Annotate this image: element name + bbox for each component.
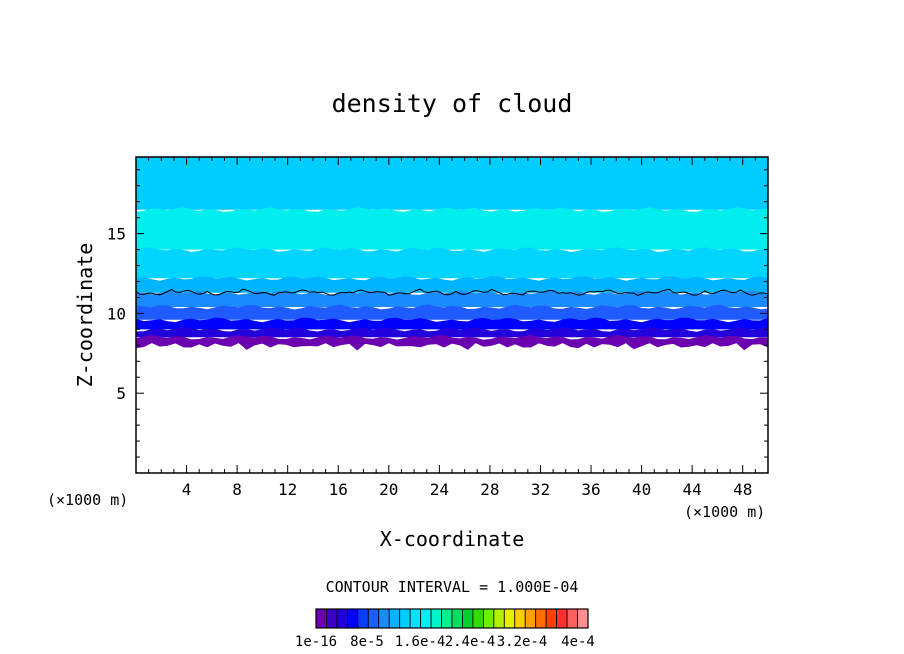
colorbar-swatch — [493, 608, 505, 629]
colorbar-swatch — [346, 608, 359, 629]
colorbar-swatch — [524, 608, 537, 629]
x-tick-label: 44 — [683, 480, 702, 499]
x-axis-label: X-coordinate — [380, 527, 525, 551]
x-tick-label: 4 — [182, 480, 192, 499]
chart-title: density of cloud — [332, 89, 573, 118]
colorbar-swatch — [336, 608, 348, 629]
y-tick-label: 5 — [116, 384, 126, 403]
colorbar-swatch — [378, 608, 390, 629]
colorbar-swatch — [545, 608, 558, 629]
x-tick-label: 8 — [232, 480, 242, 499]
band-8 — [136, 334, 768, 351]
colorbar-swatch — [409, 608, 422, 629]
x-unit-right: (×1000 m) — [684, 503, 765, 521]
band-4 — [136, 290, 768, 307]
colorbar-swatch — [472, 608, 484, 629]
colorbar-label: 1e-16 — [295, 634, 337, 650]
band-6 — [136, 317, 768, 330]
colorbar-swatch — [357, 608, 369, 629]
colorbar — [315, 608, 589, 629]
colorbar-swatch — [326, 608, 338, 629]
colorbar-swatch — [388, 608, 401, 629]
band-3 — [136, 276, 768, 293]
x-tick-label: 28 — [480, 480, 499, 499]
y-axis-label: Z-coordinate — [73, 243, 97, 388]
x-tick-label: 40 — [632, 480, 651, 499]
colorbar-swatch — [535, 608, 547, 629]
colorbar-swatch — [577, 608, 589, 629]
x-tick-label: 16 — [329, 480, 348, 499]
contour-interval-label: CONTOUR INTERVAL = 1.000E-04 — [326, 578, 579, 596]
contour-line — [135, 288, 769, 296]
band-0 — [136, 157, 768, 210]
colorbar-swatch — [556, 608, 568, 629]
colorbar-swatch — [430, 608, 442, 629]
colorbar-swatch — [399, 608, 411, 629]
colorbar-label: 2.4e-4 — [445, 634, 496, 650]
colorbar-labels: 1e-16 8e-5 1.6e-4 2.4e-4 3.2e-4 4e-4 — [295, 634, 595, 650]
y-tick-label: 15 — [107, 225, 126, 244]
colorbar-swatch — [451, 608, 463, 629]
colorbar-swatch — [315, 608, 327, 629]
colorbar-label: 1.6e-4 — [395, 634, 446, 650]
colorbar-swatch — [514, 608, 526, 629]
colorbar-swatch — [441, 608, 453, 629]
colorbar-swatch — [420, 608, 432, 629]
x-tick-label: 20 — [379, 480, 398, 499]
band-7 — [136, 326, 768, 338]
x-tick-label: 24 — [430, 480, 449, 499]
colorbar-swatch — [482, 608, 495, 629]
x-tick-label: 12 — [278, 480, 297, 499]
colorbar-swatch — [462, 608, 474, 629]
band-2 — [136, 247, 768, 279]
colorbar-swatch — [367, 608, 380, 629]
band-5 — [136, 304, 768, 320]
colorbar-label: 3.2e-4 — [497, 634, 548, 650]
x-tick-label: 32 — [531, 480, 550, 499]
x-unit-left: (×1000 m) — [47, 491, 128, 509]
colorbar-label: 4e-4 — [561, 634, 595, 650]
band-1 — [136, 207, 768, 250]
colorbar-frame — [315, 608, 589, 629]
x-tick-label: 36 — [581, 480, 600, 499]
y-tick-label: 10 — [107, 304, 126, 323]
colorbar-label: 8e-5 — [350, 634, 384, 650]
colorbar-swatch — [503, 608, 516, 629]
colorbar-swatch — [566, 608, 578, 629]
x-tick-label: 48 — [733, 480, 752, 499]
